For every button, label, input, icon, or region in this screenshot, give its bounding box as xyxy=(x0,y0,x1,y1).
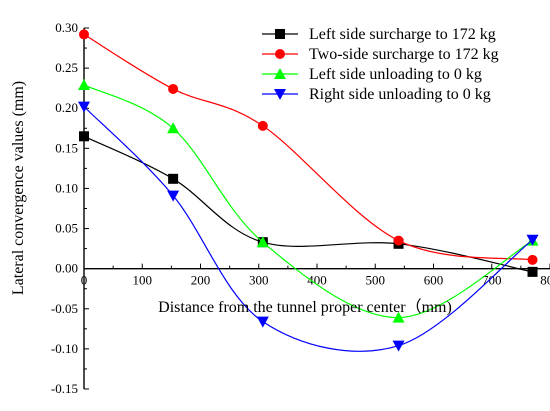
series-4-point xyxy=(167,190,180,202)
x-tick-label: 400 xyxy=(307,273,327,288)
series-1-point xyxy=(168,173,179,184)
y-tick-label: 0.00 xyxy=(55,261,78,276)
series-4-point xyxy=(526,234,539,246)
x-tick-label: 700 xyxy=(482,273,502,288)
legend-label-3: Left side unloading to 0 kg xyxy=(309,66,482,83)
y-tick-label: -0.15 xyxy=(51,381,78,396)
legend-marker-2 xyxy=(275,49,285,59)
x-tick-label: 300 xyxy=(249,273,269,288)
y-tick-label: 0.10 xyxy=(55,180,78,195)
x-tick-label: 0 xyxy=(81,273,88,288)
x-tick-label: 500 xyxy=(366,273,386,288)
series-2-point xyxy=(393,235,404,246)
series-4-point xyxy=(256,316,269,328)
series-2-point xyxy=(527,254,538,265)
series-2-point xyxy=(168,83,179,94)
series-line-2 xyxy=(83,33,533,261)
series-2-point xyxy=(257,120,268,131)
legend-marker-1 xyxy=(275,29,285,39)
x-tick-label: 800 xyxy=(540,273,550,288)
series-2-point xyxy=(79,29,89,40)
series-line-1 xyxy=(83,135,533,273)
y-tick-label: 0.30 xyxy=(55,20,78,35)
series-1-point xyxy=(527,266,538,277)
y-axis-title: Lateral convergence values (mm) xyxy=(10,81,27,295)
series-4-point xyxy=(392,340,405,352)
legend-label-2: Two-side surcharge to 172 kg xyxy=(309,46,499,63)
y-tick-label: 0.20 xyxy=(55,100,78,115)
series-4-point xyxy=(78,101,90,113)
series-1-point xyxy=(79,131,89,142)
series-3-point xyxy=(78,78,90,90)
x-tick-label: 200 xyxy=(191,273,211,288)
series-3-point xyxy=(167,122,180,134)
y-tick-label: 0.15 xyxy=(55,140,78,155)
y-tick-label: 0.05 xyxy=(55,221,78,236)
series-3-point xyxy=(256,236,269,248)
legend-marker-4 xyxy=(274,89,286,100)
legend-marker-3 xyxy=(274,68,286,79)
y-tick-label: -0.10 xyxy=(51,341,78,356)
x-tick-label: 600 xyxy=(424,273,444,288)
legend-label-1: Left side surcharge to 172 kg xyxy=(309,26,496,43)
x-axis-title: Distance from the tunnel proper center（m… xyxy=(158,298,452,316)
y-tick-label: 0.25 xyxy=(55,60,78,75)
y-tick-label: -0.05 xyxy=(51,301,78,316)
series-3-point xyxy=(392,311,405,323)
legend-label-4: Right side unloading to 0 kg xyxy=(309,86,491,103)
x-tick-label: 100 xyxy=(133,273,153,288)
